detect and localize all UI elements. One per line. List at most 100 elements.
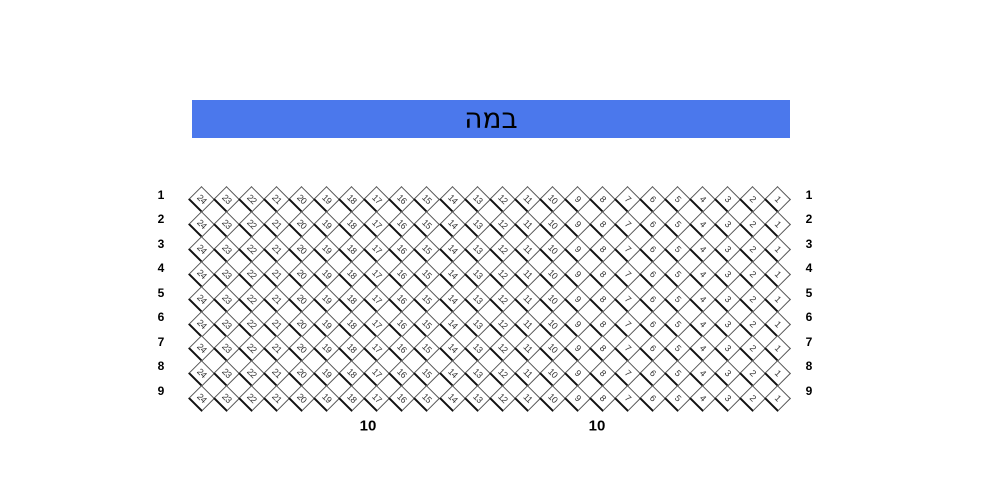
seat-row6-num4[interactable]: 4 [689, 310, 716, 338]
seat-row3-num10[interactable]: 10 [538, 235, 566, 263]
seat-row2-num5[interactable]: 5 [664, 210, 691, 238]
seat-row5-num20[interactable]: 20 [288, 285, 316, 313]
seat-row2-num13[interactable]: 13 [463, 210, 491, 238]
seat-row6-num2[interactable]: 2 [739, 310, 767, 338]
seat-row9-num6[interactable]: 6 [638, 385, 666, 413]
seat-row1-num13[interactable]: 13 [463, 186, 491, 213]
seat-row4-num22[interactable]: 22 [238, 260, 266, 288]
seat-row8-num4[interactable]: 4 [689, 360, 716, 388]
seat-row1-num8[interactable]: 8 [588, 186, 616, 213]
seat-row8-num7[interactable]: 7 [613, 360, 641, 388]
seat-row1-num2[interactable]: 2 [739, 186, 767, 213]
seat-row3-num11[interactable]: 11 [513, 235, 541, 263]
seat-row4-num6[interactable]: 6 [638, 260, 666, 288]
seat-row6-num23[interactable]: 23 [213, 310, 240, 338]
seat-row8-num8[interactable]: 8 [588, 360, 616, 388]
seat-row8-num11[interactable]: 11 [513, 360, 541, 388]
seat-row1-num19[interactable]: 19 [313, 186, 341, 213]
seat-row1-num16[interactable]: 16 [388, 186, 416, 213]
seat-row5-num5[interactable]: 5 [664, 285, 691, 313]
seat-row9-num22[interactable]: 22 [238, 385, 266, 413]
seat-row5-num2[interactable]: 2 [739, 285, 767, 313]
seat-row4-num11[interactable]: 11 [513, 260, 541, 288]
seat-row7-num20[interactable]: 20 [288, 335, 316, 363]
seat-row8-num6[interactable]: 6 [638, 360, 666, 388]
seat-row5-num16[interactable]: 16 [388, 285, 416, 313]
seat-row5-num10[interactable]: 10 [538, 285, 566, 313]
seat-row1-num22[interactable]: 22 [238, 186, 266, 213]
seat-row2-num8[interactable]: 8 [588, 210, 616, 238]
seat-row4-num24[interactable]: 24 [188, 260, 215, 288]
seat-row8-num15[interactable]: 15 [413, 360, 441, 388]
seat-row3-num3[interactable]: 3 [714, 235, 741, 263]
seat-row4-num14[interactable]: 14 [438, 260, 466, 288]
seat-row9-num2[interactable]: 2 [739, 385, 767, 413]
seat-row1-num23[interactable]: 23 [213, 186, 240, 213]
seat-row1-num9[interactable]: 9 [563, 186, 591, 213]
seat-row1-num18[interactable]: 18 [338, 186, 366, 213]
seat-row4-num7[interactable]: 7 [613, 260, 641, 288]
seat-row2-num3[interactable]: 3 [714, 210, 741, 238]
seat-row9-num24[interactable]: 24 [188, 385, 215, 413]
seat-row5-num21[interactable]: 21 [263, 285, 291, 313]
seat-row3-num20[interactable]: 20 [288, 235, 316, 263]
seat-row6-num13[interactable]: 13 [463, 310, 491, 338]
seat-row2-num22[interactable]: 22 [238, 210, 266, 238]
seat-row4-num2[interactable]: 2 [739, 260, 767, 288]
seat-row7-num13[interactable]: 13 [463, 335, 491, 363]
seat-row6-num6[interactable]: 6 [638, 310, 666, 338]
seat-row3-num7[interactable]: 7 [613, 235, 641, 263]
seat-row7-num8[interactable]: 8 [588, 335, 616, 363]
seat-row6-num15[interactable]: 15 [413, 310, 441, 338]
seat-row4-num12[interactable]: 12 [488, 260, 516, 288]
seat-row1-num5[interactable]: 5 [664, 186, 691, 213]
seat-row2-num21[interactable]: 21 [263, 210, 291, 238]
seat-row3-num19[interactable]: 19 [313, 235, 341, 263]
seat-row6-num19[interactable]: 19 [313, 310, 341, 338]
seat-row8-num14[interactable]: 14 [438, 360, 466, 388]
seat-row7-num12[interactable]: 12 [488, 335, 516, 363]
seat-row6-num5[interactable]: 5 [664, 310, 691, 338]
seat-row7-num11[interactable]: 11 [513, 335, 541, 363]
seat-row2-num16[interactable]: 16 [388, 210, 416, 238]
seat-row5-num23[interactable]: 23 [213, 285, 240, 313]
seat-row4-num13[interactable]: 13 [463, 260, 491, 288]
seat-row6-num18[interactable]: 18 [338, 310, 366, 338]
seat-row8-num9[interactable]: 9 [563, 360, 591, 388]
seat-row6-num3[interactable]: 3 [714, 310, 741, 338]
seat-row5-num7[interactable]: 7 [613, 285, 641, 313]
seat-row5-num19[interactable]: 19 [313, 285, 341, 313]
seat-row5-num12[interactable]: 12 [488, 285, 516, 313]
seat-row1-num11[interactable]: 11 [513, 186, 541, 213]
seat-row6-num22[interactable]: 22 [238, 310, 266, 338]
seat-row2-num20[interactable]: 20 [288, 210, 316, 238]
seat-row9-num9[interactable]: 9 [563, 385, 591, 413]
seat-row8-num1[interactable]: 1 [764, 360, 792, 388]
seat-row5-num18[interactable]: 18 [338, 285, 366, 313]
seat-row9-num18[interactable]: 18 [338, 385, 366, 413]
seat-row4-num3[interactable]: 3 [714, 260, 741, 288]
seat-row9-num23[interactable]: 23 [213, 385, 240, 413]
seat-row1-num24[interactable]: 24 [188, 186, 215, 213]
seat-row8-num16[interactable]: 16 [388, 360, 416, 388]
seat-row3-num13[interactable]: 13 [463, 235, 491, 263]
seat-row5-num4[interactable]: 4 [689, 285, 716, 313]
seat-row8-num20[interactable]: 20 [288, 360, 316, 388]
seat-row9-num16[interactable]: 16 [388, 385, 416, 413]
seat-row7-num10[interactable]: 10 [538, 335, 566, 363]
seat-row8-num17[interactable]: 17 [363, 360, 391, 388]
seat-row8-num21[interactable]: 21 [263, 360, 291, 388]
seat-row4-num19[interactable]: 19 [313, 260, 341, 288]
seat-row3-num5[interactable]: 5 [664, 235, 691, 263]
seat-row7-num21[interactable]: 21 [263, 335, 291, 363]
seat-row2-num12[interactable]: 12 [488, 210, 516, 238]
seat-row8-num5[interactable]: 5 [664, 360, 691, 388]
seat-row2-num7[interactable]: 7 [613, 210, 641, 238]
seat-row9-num10[interactable]: 10 [538, 385, 566, 413]
seat-row6-num7[interactable]: 7 [613, 310, 641, 338]
seat-row6-num17[interactable]: 17 [363, 310, 391, 338]
seat-row4-num9[interactable]: 9 [563, 260, 591, 288]
seat-row6-num9[interactable]: 9 [563, 310, 591, 338]
seat-row2-num11[interactable]: 11 [513, 210, 541, 238]
seat-row7-num19[interactable]: 19 [313, 335, 341, 363]
